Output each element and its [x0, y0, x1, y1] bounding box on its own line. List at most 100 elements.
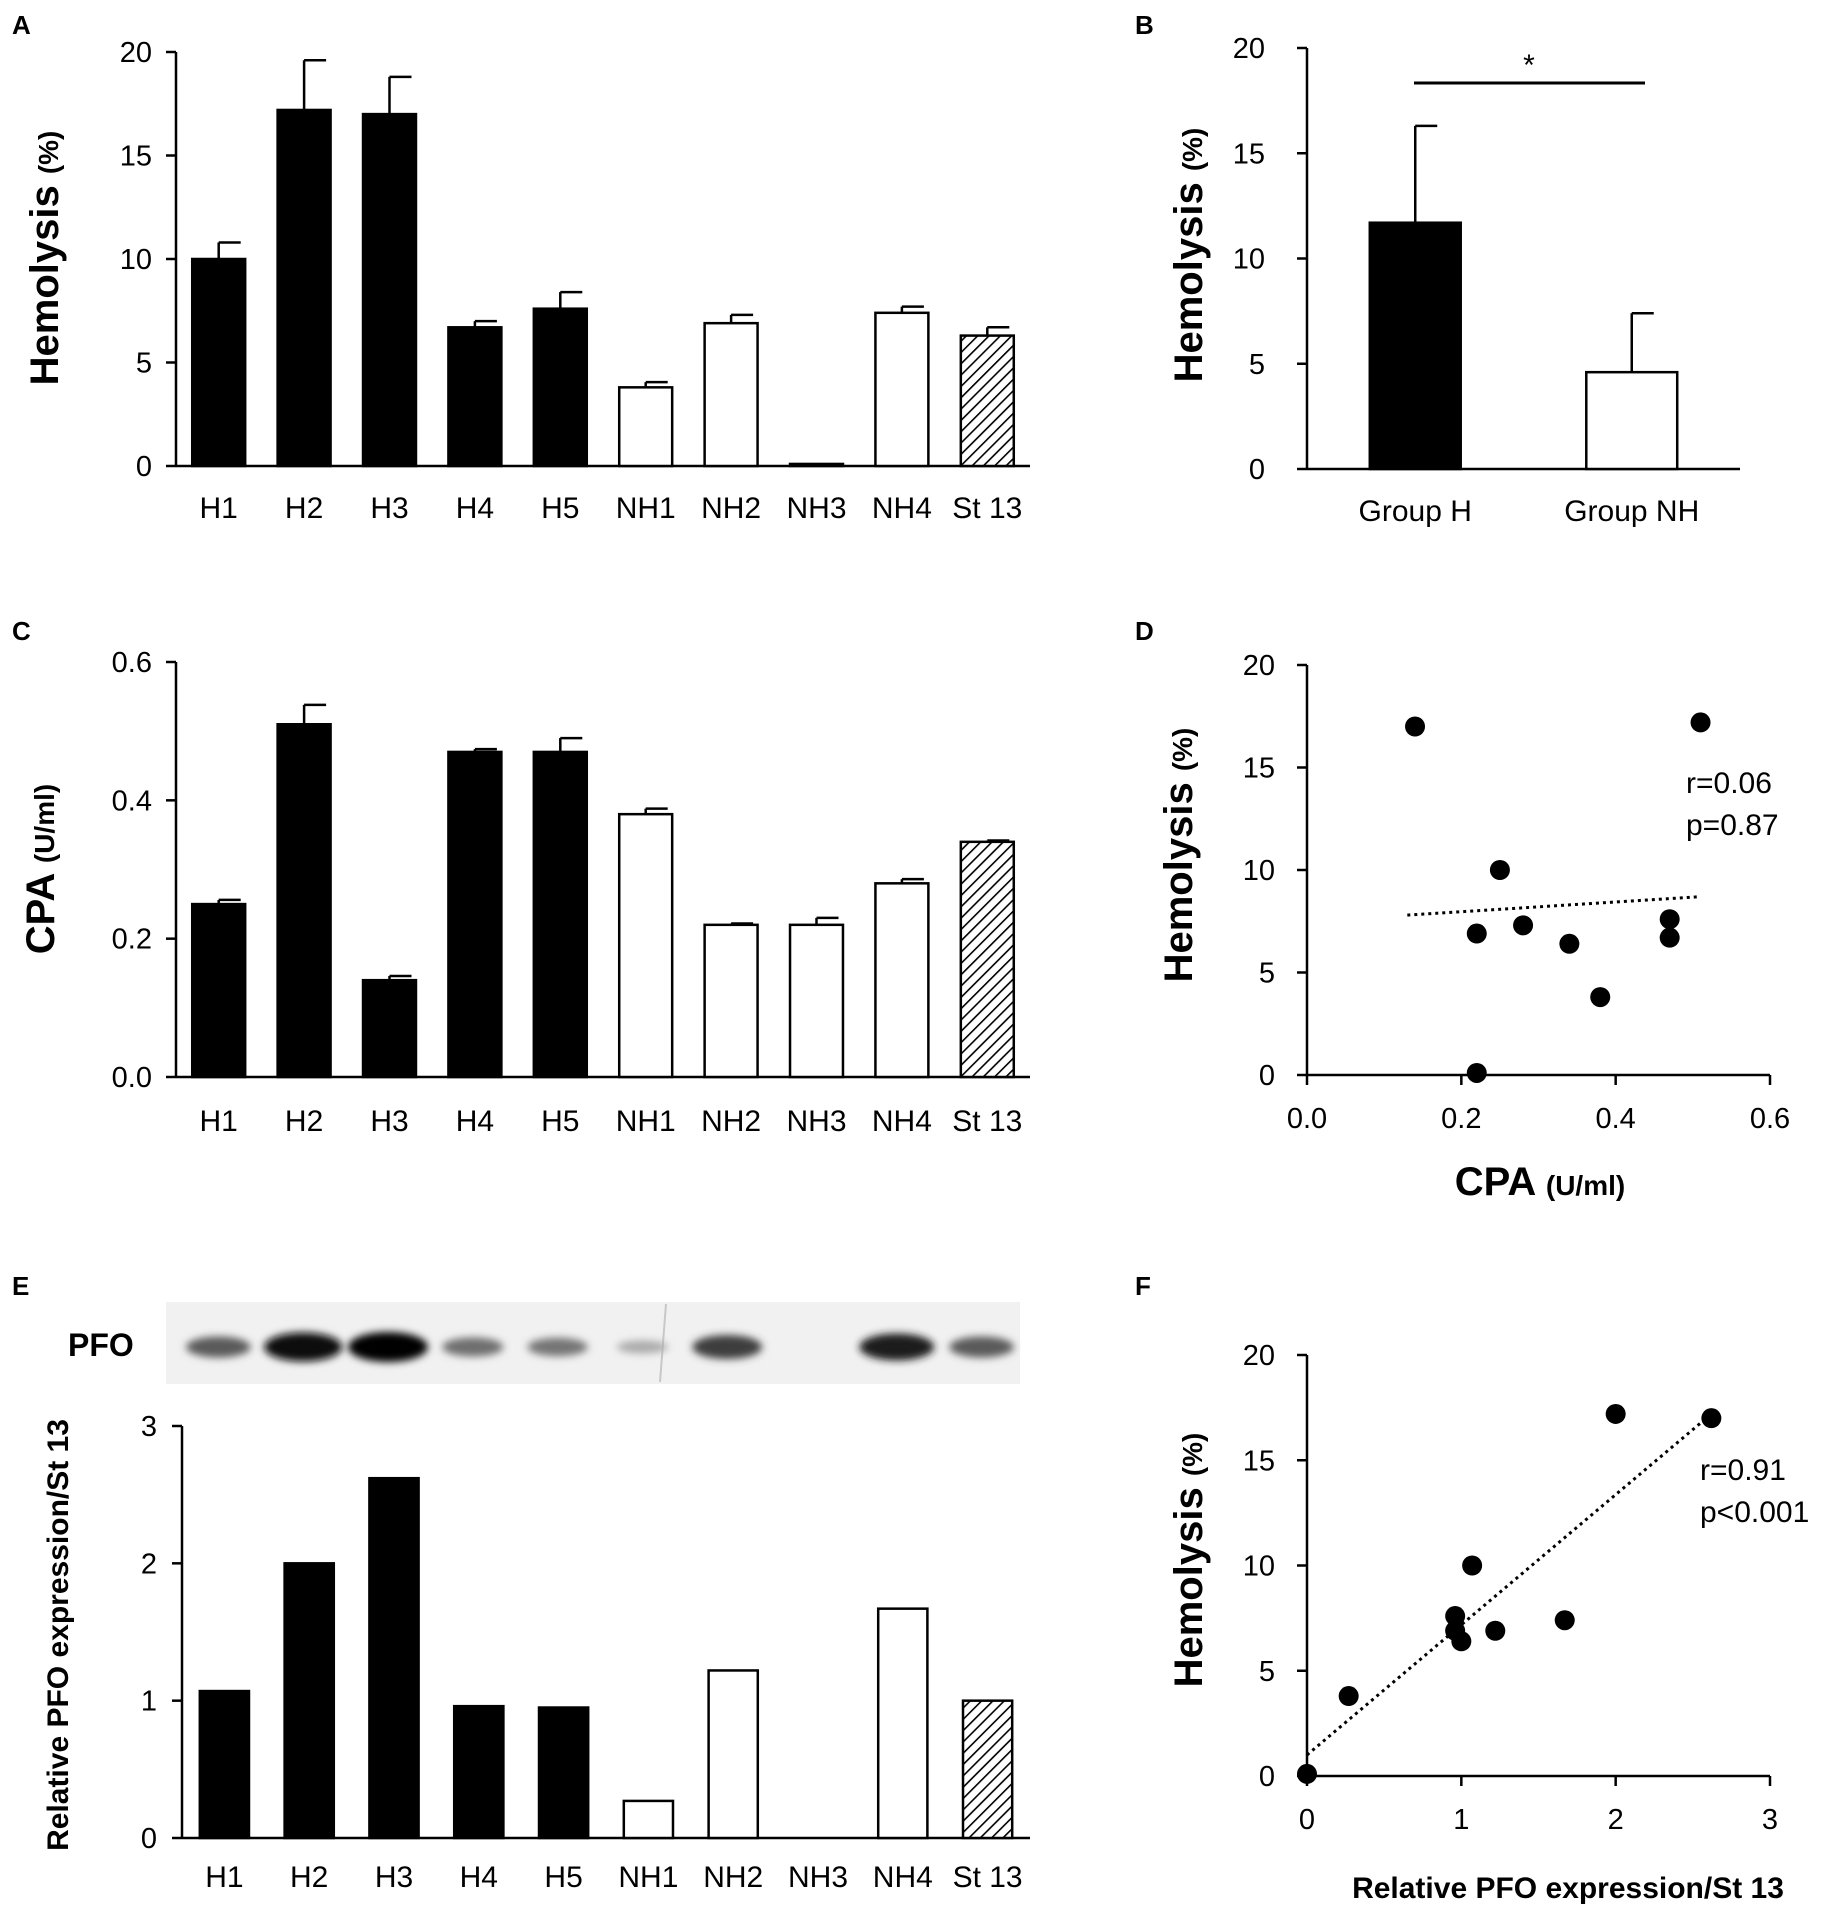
x-tick-label: 0: [1299, 1804, 1315, 1836]
x-tick-label: 3: [1762, 1804, 1778, 1836]
y-tick-label: 0: [1259, 1060, 1275, 1092]
bar-nh1: [617, 812, 674, 1079]
data-point: [1554, 1610, 1575, 1631]
blot-band: [264, 1332, 343, 1362]
bar-h2: [276, 723, 332, 1079]
data-point: [1513, 915, 1534, 936]
y-axis-label: Hemolysis (%): [23, 131, 67, 386]
chart-c: 0.0 0.2 0.4 0.6 H1 H2 H3 H4 H5 NH1 NH2 NH3 NH4 St 13 C…: [19, 647, 1030, 1138]
data-point: [1338, 1686, 1359, 1707]
category-label: NH1: [616, 492, 676, 525]
chart-e: 0 1 2 3 H1 H2 H3 H4 H5 NH1 NH2 NH3 NH4 St 13 Relative …: [42, 1411, 1030, 1894]
bar-st-13: [961, 1699, 1014, 1840]
category-label: H2: [290, 1861, 328, 1894]
panel-label-a: A: [12, 10, 31, 40]
bar-h1: [198, 1689, 251, 1840]
bar-h2: [276, 108, 332, 468]
bar-st-13: [959, 334, 1016, 468]
data-point: [1297, 1763, 1317, 1784]
y-tick-label: 0: [141, 1823, 157, 1855]
y-tick-label: 0.0: [112, 1062, 152, 1094]
blot-band: [859, 1333, 935, 1361]
stat-text: r=0.06: [1686, 767, 1772, 800]
trendline: [1306, 1412, 1713, 1757]
y-tick-label: 15: [120, 141, 152, 173]
x-axis-label: CPA (U/ml): [1455, 1160, 1625, 1204]
data-point: [1659, 927, 1680, 948]
category-label: NH3: [788, 1861, 848, 1894]
y-axis-label: Hemolysis (%): [1157, 728, 1201, 983]
y-tick-label: 5: [1259, 958, 1275, 990]
bar-nh2: [703, 923, 759, 1079]
y-tick-label: 5: [1249, 349, 1265, 381]
bar-nh2: [707, 1669, 760, 1840]
y-tick-label: 15: [1243, 753, 1275, 785]
trendline: [1407, 895, 1701, 917]
y-tick-label: 20: [1243, 1340, 1275, 1372]
category-label: St 13: [952, 1105, 1022, 1138]
blot-band: [692, 1335, 763, 1359]
bar-h1: [190, 902, 247, 1079]
bar-nh3: [788, 923, 845, 1079]
data-point: [1445, 1606, 1466, 1627]
panel-label-d: D: [1135, 616, 1154, 646]
category-label: NH4: [872, 1105, 932, 1138]
y-tick-label: 5: [136, 348, 152, 380]
y-tick-label: 1: [141, 1686, 157, 1718]
y-tick-label: 0: [1249, 454, 1265, 486]
category-label: St 13: [953, 1861, 1023, 1894]
blot-splice-line: [659, 1303, 667, 1383]
bar-st-13: [959, 840, 1016, 1079]
category-label: H2: [285, 1105, 323, 1138]
y-tick-label: 0: [136, 451, 152, 483]
y-tick-label: 10: [1243, 855, 1275, 887]
category-label: St 13: [952, 492, 1022, 525]
blot-band: [348, 1332, 428, 1362]
y-tick-label: 0.6: [112, 647, 152, 679]
category-label: NH2: [701, 1105, 761, 1138]
bar-nh4: [874, 311, 930, 468]
category-label: H1: [205, 1861, 243, 1894]
category-label: H3: [370, 1105, 408, 1138]
data-point: [1451, 1631, 1472, 1652]
y-tick-label: 3: [141, 1411, 157, 1443]
y-tick-label: 15: [1233, 138, 1265, 170]
chart-b: 0 5 10 15 20 Group H Group NH Hemolysis (%) *: [1167, 33, 1740, 528]
category-label: NH3: [786, 1105, 846, 1138]
category-label: H4: [456, 492, 494, 525]
y-axis-label: Relative PFO expression/St 13: [42, 1419, 75, 1851]
y-tick-label: 10: [120, 244, 152, 276]
x-tick-label: 2: [1608, 1804, 1624, 1836]
category-label: H4: [456, 1105, 494, 1138]
data-point: [1559, 933, 1580, 954]
chart-f: 0 5 10 15 20 0 1 2 3 r=0.91 p<0.001 Hemolysis (%) Re…: [1167, 1340, 1809, 1905]
panel-label-b: B: [1135, 10, 1154, 40]
x-axis-label: Relative PFO expression/St 13: [1352, 1872, 1784, 1905]
y-tick-label: 20: [120, 37, 152, 69]
data-point: [1605, 1403, 1626, 1424]
chart-d: 0 5 10 15 20 0.0 0.2 0.4 0.6 r=0.06 p=0.87 Hemolysi…: [1157, 650, 1790, 1204]
bar-h4: [447, 326, 503, 468]
y-tick-label: 5: [1259, 1656, 1275, 1688]
category-label: NH2: [703, 1861, 763, 1894]
bar-h3: [361, 978, 418, 1079]
category-label: NH1: [618, 1861, 678, 1894]
x-tick-label: 1: [1453, 1804, 1469, 1836]
x-tick-label: 0.0: [1287, 1103, 1327, 1135]
chart-a: 0 5 10 15 20 H1 H2 H3 H4 H5 NH1 NH2 NH3 NH4 St 13 Hemol…: [23, 37, 1030, 525]
data-point: [1466, 1062, 1487, 1083]
category-label: H3: [375, 1861, 413, 1894]
data-point: [1466, 923, 1487, 944]
y-tick-label: 15: [1243, 1445, 1275, 1477]
data-point: [1659, 909, 1680, 930]
data-point: [1489, 860, 1510, 880]
stat-text: p<0.001: [1700, 1496, 1809, 1529]
bar-h5: [537, 1706, 590, 1840]
stat-text: p=0.87: [1686, 809, 1779, 842]
y-tick-label: 10: [1233, 244, 1265, 276]
y-tick-label: 0.4: [112, 785, 152, 817]
category-label: NH1: [616, 1105, 676, 1138]
y-axis-label: CPA (U/ml): [19, 784, 63, 954]
y-tick-label: 0.2: [112, 924, 152, 956]
y-tick-label: 0: [1259, 1761, 1275, 1793]
